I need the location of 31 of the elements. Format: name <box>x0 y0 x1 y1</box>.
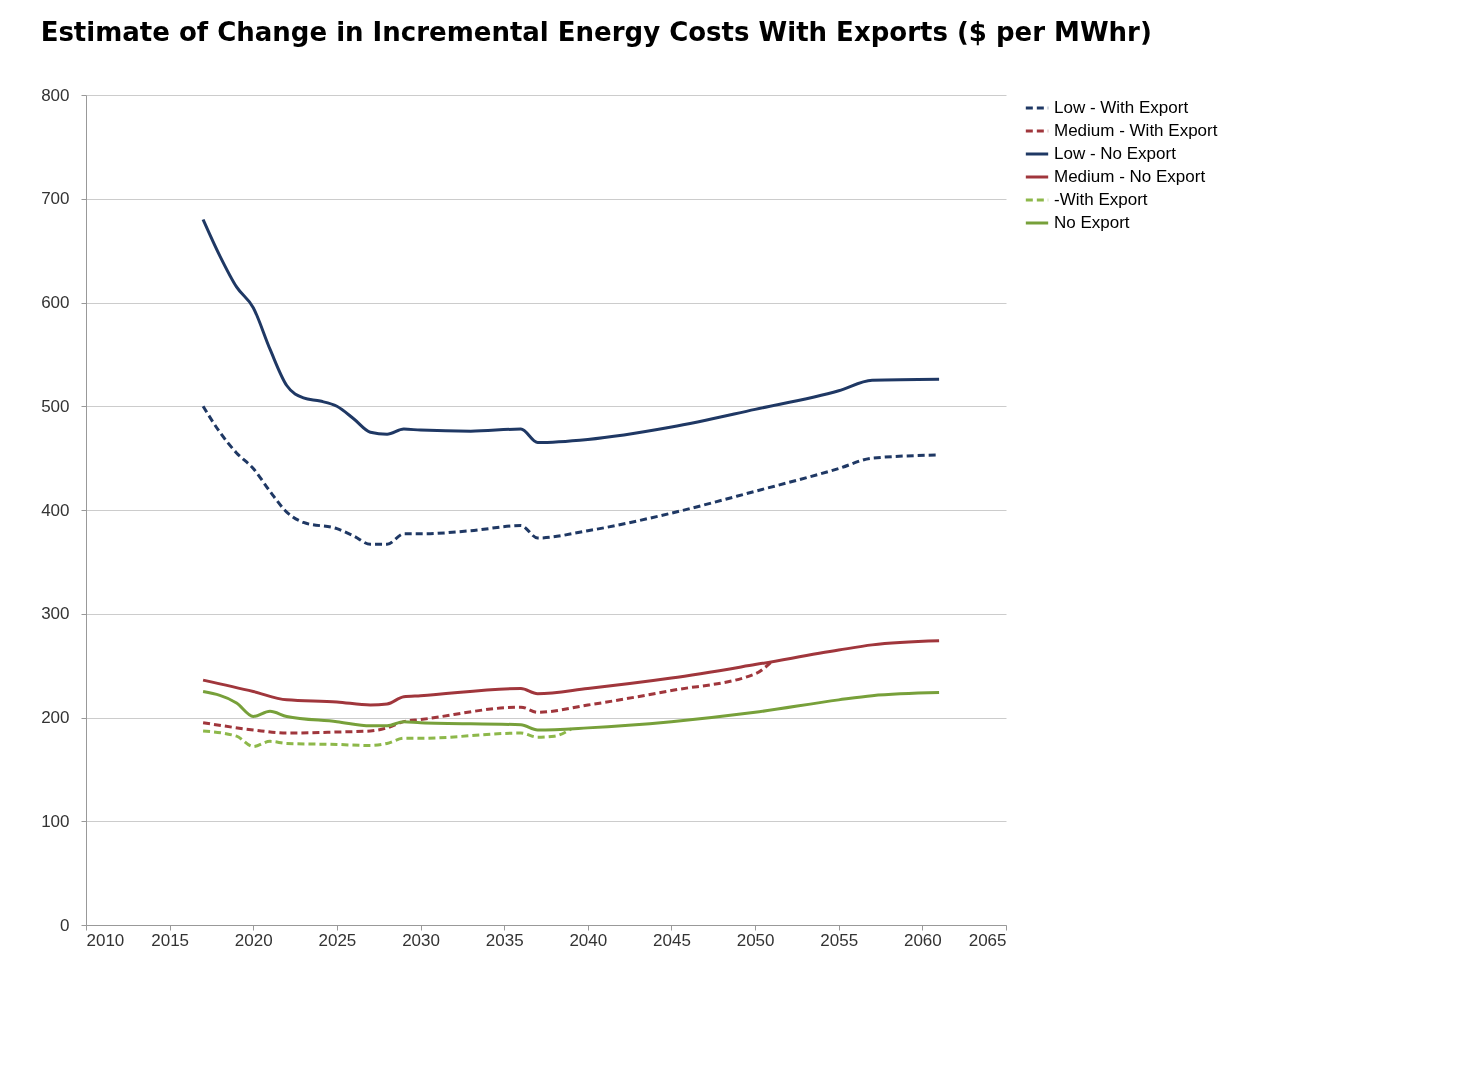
y-tick-label: 600 <box>41 293 70 312</box>
y-tick-label: 800 <box>41 85 70 105</box>
line-series <box>201 218 941 445</box>
x-tick-label: 2060 <box>903 930 942 950</box>
x-tick-label: 2055 <box>820 930 859 950</box>
x-tick-label: 2030 <box>402 930 440 950</box>
legend-label: Medium - No Export <box>1054 167 1206 186</box>
y-tick-label: 400 <box>41 500 70 520</box>
x-tick-label: 2010 <box>86 930 125 950</box>
legend-label: Low - No Export <box>1054 144 1177 163</box>
x-tick-label: 2050 <box>736 930 775 950</box>
x-tick-label: 2015 <box>151 930 190 950</box>
x-tick-label: 2020 <box>234 930 273 950</box>
legend-label: No Export <box>1054 213 1130 232</box>
y-tick-label: 0 <box>60 915 70 935</box>
y-tick-label: 700 <box>41 189 70 209</box>
y-tick-label: 500 <box>41 396 70 416</box>
chart-title: Estimate of Change in Incremental Energy Costs With Exports ($ per MWhr) <box>40 17 1152 47</box>
legend-label: Medium - With Export <box>1054 121 1218 140</box>
x-tick-label: 2045 <box>653 930 691 950</box>
line-series <box>201 690 941 732</box>
y-tick-label: 100 <box>41 811 70 831</box>
y-tick-label: 200 <box>41 708 70 727</box>
legend-label: Low - With Export <box>1054 98 1189 117</box>
line-series <box>201 727 573 749</box>
y-tick-label: 300 <box>41 604 70 624</box>
x-tick-label: 2065 <box>968 930 1007 950</box>
x-tick-label: 2040 <box>569 930 608 950</box>
legend-label: -With Export <box>1054 190 1148 209</box>
x-tick-label: 2025 <box>318 930 357 950</box>
x-tick-label: 2035 <box>485 930 524 950</box>
